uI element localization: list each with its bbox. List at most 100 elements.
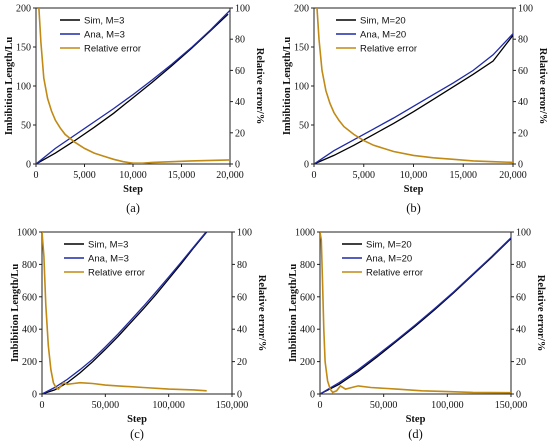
y-tick-label: 400 [22,325,37,336]
y2-tick-label: 20 [235,128,245,139]
y-tick-label: 0 [26,160,31,171]
y-tick-label: 50 [299,121,309,132]
y2-tick-label: 0 [237,390,242,401]
x-tick-label: 50,000 [92,400,120,411]
x-tick-label: 5,000 [353,170,376,181]
y2-tick-label: 80 [516,260,526,271]
x-tick-label: 5,000 [73,170,96,181]
y-axis-label: Imbibition Length/Lu [288,264,299,362]
y-axis-label: Imbibition Length/Lu [282,37,293,135]
y2-tick-label: 80 [518,35,528,46]
series-line-2 [36,9,230,164]
y-axis-label: Imbibition Length/Lu [4,37,15,135]
panel-caption: (d) [408,427,423,441]
y2-tick-label: 40 [237,325,247,336]
legend-label: Relative error [88,268,145,279]
x-tick-label: 150,000 [495,400,528,411]
y-tick-label: 1000 [295,228,315,239]
y2-tick-label: 80 [235,35,245,46]
y-tick-label: 600 [300,292,315,303]
panel-caption: (c) [130,427,144,441]
y-tick-label: 200 [300,357,315,368]
y2-axis-label: Relative error/% [256,275,267,351]
x-tick-label: 20,000 [499,170,527,181]
y-tick-label: 800 [300,260,315,271]
chart-panel-3: 0 50,000 100,000 150,0000200400600800100002… [10,228,267,442]
y-tick-label: 800 [22,260,37,271]
y2-tick-label: 60 [237,292,247,303]
y2-tick-label: 60 [235,66,245,77]
x-axis-label: Step [404,184,424,195]
series-line-2 [42,232,207,394]
x-tick-label: 0 [34,170,39,181]
chart-panel-4: 0 50,000 100,000 150,0000200400600800100002… [288,228,546,442]
chart-panel-2: 0 5,000 10,000 15,000 20,0000501001502000204… [282,4,548,216]
y-tick-label: 150 [294,43,309,54]
series-line-3 [320,232,511,394]
plot-frame [41,231,233,395]
plot-frame [313,7,514,165]
y-tick-label: 0 [310,390,315,401]
x-tick-label: 20,000 [216,170,244,181]
plot-frame [35,7,231,165]
x-tick-label: 150,000 [216,400,249,411]
y2-tick-label: 40 [235,97,245,108]
y2-tick-label: 60 [516,292,526,303]
chart-panel-1: 0 5,000 10,000 15,000 20,0000501001502000204… [4,4,265,216]
x-tick-label: 0 [40,400,45,411]
series-line-3 [316,8,513,164]
legend-label: Sim, M=3 [88,240,128,251]
series-line-2 [320,237,511,394]
x-axis-label: Step [123,184,143,195]
y-tick-label: 50 [21,121,31,132]
y2-tick-label: 20 [237,357,247,368]
y2-tick-label: 0 [235,160,240,171]
y2-tick-label: 0 [516,390,521,401]
series-line-1 [320,238,511,394]
panel-caption: (b) [406,201,421,215]
series-line-3 [38,8,230,164]
x-tick-label: 0 [318,400,323,411]
y2-tick-label: 0 [518,160,523,171]
y-tick-label: 100 [16,82,31,93]
x-axis-label: Step [127,414,147,425]
legend-label: Ana, M=3 [84,30,125,41]
y2-tick-label: 100 [237,228,252,239]
y-tick-label: 200 [294,4,309,15]
panel-caption: (a) [126,201,140,215]
legend-label: Ana, M=20 [360,30,406,41]
y2-tick-label: 40 [518,97,528,108]
y-tick-label: 150 [16,43,31,54]
legend-label: Relative error [360,44,417,55]
y-tick-label: 600 [22,292,37,303]
legend-label: Relative error [84,44,141,55]
plot-frame [319,231,512,395]
x-tick-label: 15,000 [168,170,196,181]
y2-tick-label: 40 [516,325,526,336]
y2-tick-label: 80 [237,260,247,271]
y-tick-label: 200 [16,4,31,15]
series-line-1 [314,34,513,164]
legend-label: Ana, M=3 [88,254,129,265]
series-line-3 [42,232,207,392]
y2-axis-label: Relative error/% [535,275,546,351]
y-tick-label: 400 [300,325,315,336]
legend-label: Ana, M=20 [366,254,412,265]
y2-axis-label: Relative error/% [254,48,265,124]
y2-tick-label: 20 [516,357,526,368]
y2-tick-label: 60 [518,66,528,77]
y-tick-label: 1000 [17,228,37,239]
x-tick-label: 100,000 [431,400,464,411]
x-tick-label: 100,000 [152,400,185,411]
x-tick-label: 10,000 [119,170,147,181]
x-tick-label: 0 [312,170,317,181]
legend-label: Sim, M=20 [360,16,406,27]
y-tick-label: 0 [304,160,309,171]
x-tick-label: 10,000 [400,170,428,181]
x-axis-label: Step [406,414,426,425]
y-tick-label: 0 [32,390,37,401]
y-tick-label: 100 [294,82,309,93]
y2-tick-label: 20 [518,128,528,139]
legend-label: Sim, M=3 [84,16,124,27]
